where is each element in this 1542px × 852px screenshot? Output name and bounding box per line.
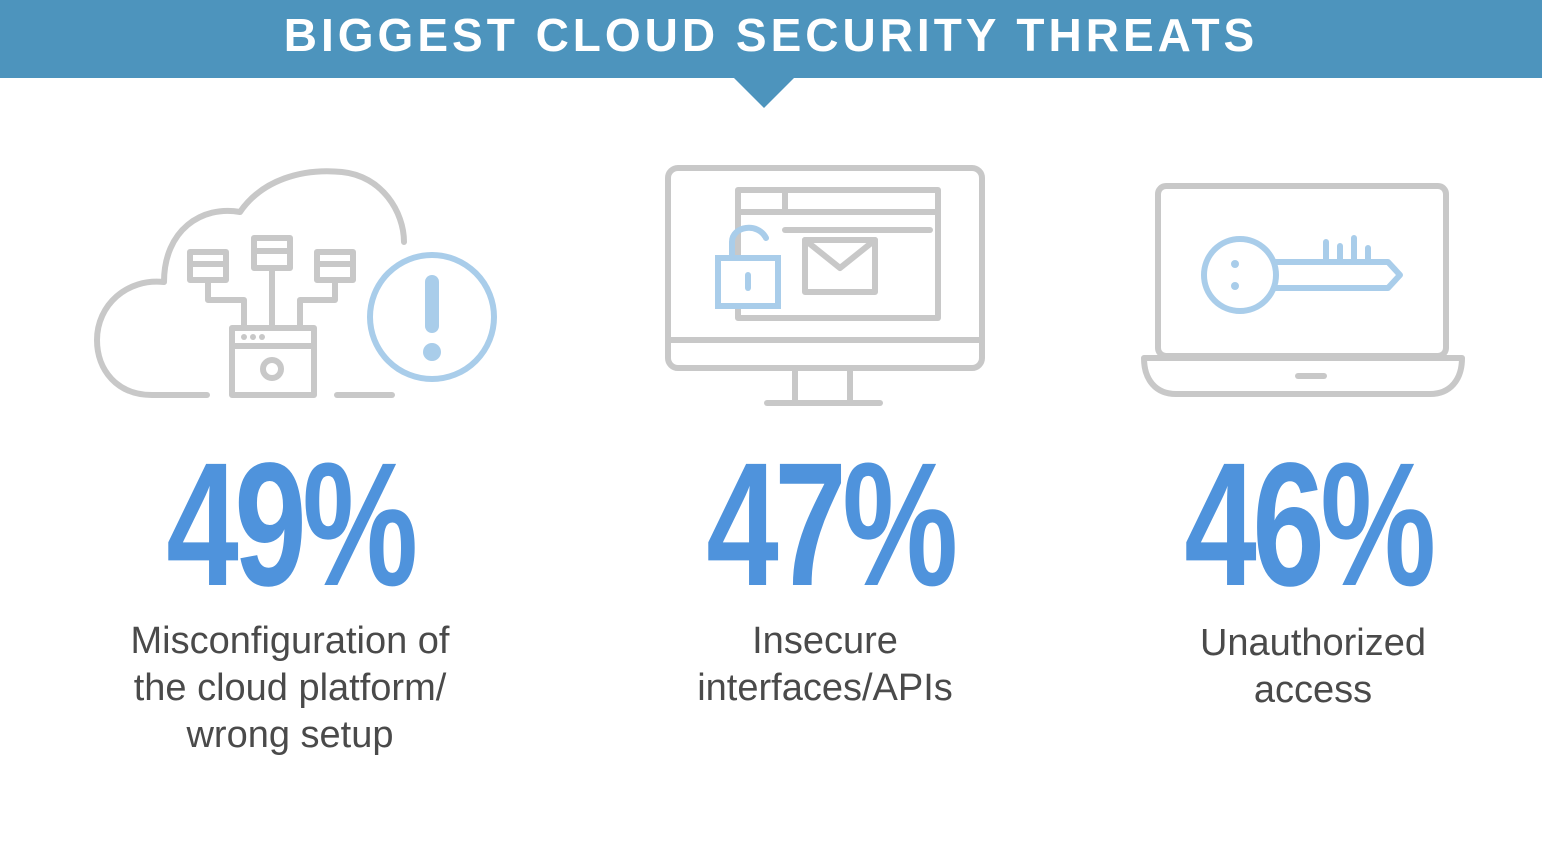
- header-banner: [0, 0, 1542, 78]
- stat-label-1-line-2: the cloud platform/: [133, 667, 447, 709]
- stat-label-3: Unauthorized access: [1093, 620, 1533, 714]
- stat-label-3-line-1: Unauthorized: [1199, 622, 1427, 664]
- page-title: BIGGEST CLOUD SECURITY THREATS: [283, 9, 1259, 61]
- stat-value-3: 46%: [1184, 427, 1436, 623]
- stat-label-2-line-2: interfaces/APIs: [697, 667, 953, 709]
- stat-label-1-line-3: wrong setup: [186, 714, 394, 756]
- monitor-lock-mail-icon: [665, 165, 985, 406]
- stat-label-1: Misconfiguration of the cloud platform/ …: [70, 618, 510, 759]
- stat-value-1: 49%: [166, 427, 418, 623]
- stat-label-3-line-2: access: [1253, 669, 1373, 711]
- stat-label-2-line-1: Insecure: [752, 620, 898, 662]
- banner-pointer: [734, 78, 794, 108]
- stat-label-1-line-1: Misconfiguration of: [130, 620, 450, 662]
- laptop-key-icon: [1141, 183, 1465, 397]
- stat-label-2: Insecure interfaces/APIs: [605, 618, 1045, 712]
- cloud-warning-icon: [94, 168, 497, 398]
- stat-value-2: 47%: [706, 427, 958, 623]
